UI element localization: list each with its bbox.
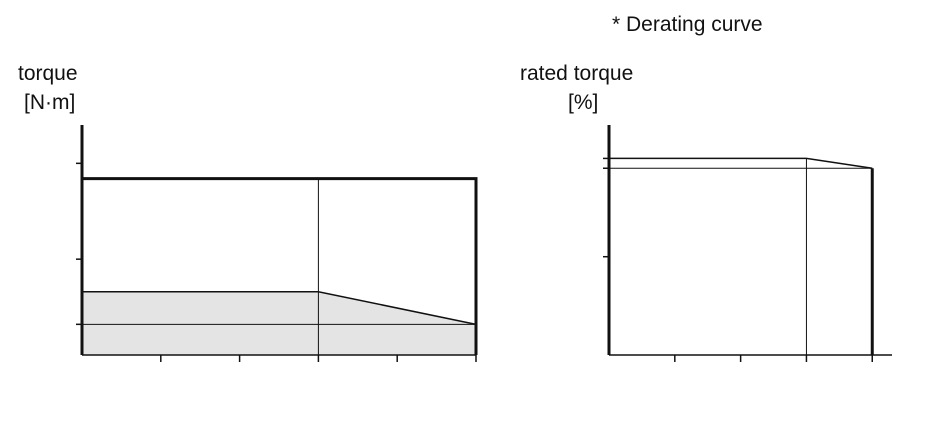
continuous-run-region [82,291,476,355]
y-axis-title: torque [18,62,78,85]
y-axis-unit: [%] [568,91,598,114]
derating-line [609,157,873,169]
y-axis-title: rated torque [520,62,633,85]
torque-speed-chart: torque [N·m] [18,62,478,362]
derating-chart: rated torque [%] [520,62,892,362]
y-axis-unit: [N·m] [24,91,75,114]
derating-note: * Derating curve [612,13,763,36]
peak-run-boundary [82,177,478,355]
continuous-run-boundary [82,291,477,326]
